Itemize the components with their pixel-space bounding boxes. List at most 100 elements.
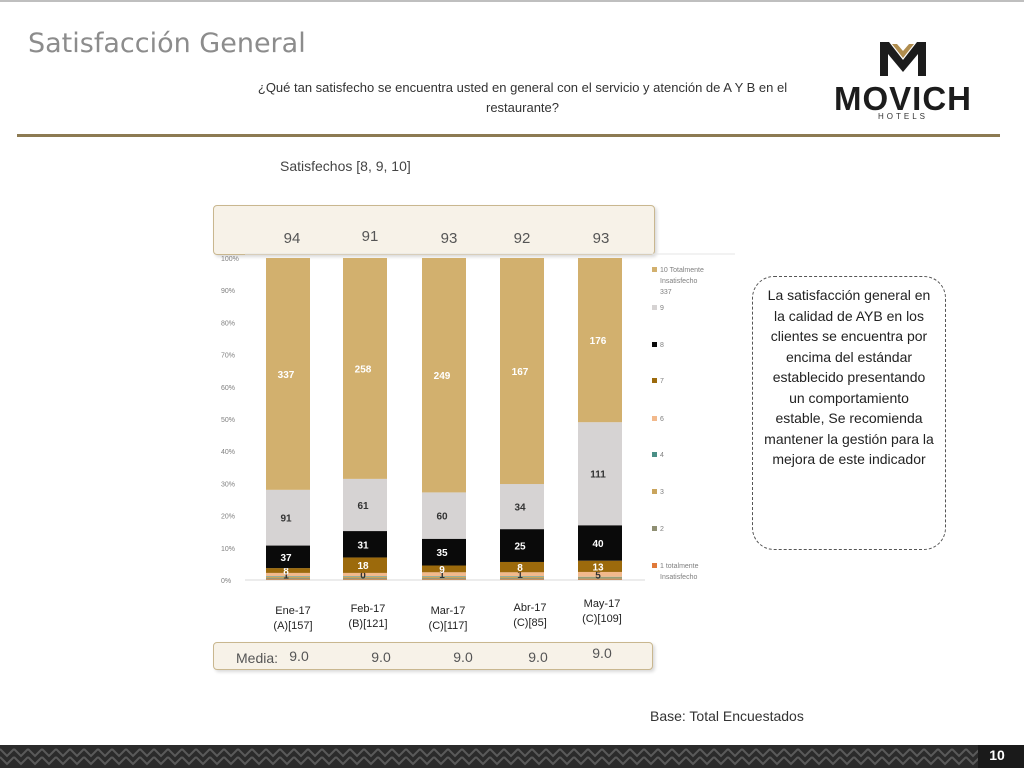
bar-segment bbox=[343, 557, 387, 573]
bar-data-label: 167 bbox=[512, 367, 529, 378]
bar-segment bbox=[500, 572, 544, 577]
bar-segment bbox=[500, 529, 544, 562]
y-tick-label: 100% bbox=[221, 256, 239, 263]
bar-segment bbox=[422, 538, 466, 566]
x-category-base: (C)[117] bbox=[429, 620, 468, 632]
bar-segment bbox=[500, 561, 544, 573]
bar-segment bbox=[343, 531, 387, 558]
bar-segment bbox=[343, 258, 387, 479]
y-tick-label: 80% bbox=[221, 320, 235, 327]
legend-label: Insatisfecho bbox=[660, 278, 697, 285]
media-value: 9.0 bbox=[592, 645, 612, 661]
legend-label: 4 bbox=[660, 452, 664, 459]
legend-swatch bbox=[652, 378, 657, 383]
insight-note: La satisfacción general en la calidad de… bbox=[752, 276, 946, 550]
page-number: 10 bbox=[989, 747, 1005, 763]
legend-label: 10 Totalmente bbox=[660, 267, 704, 274]
y-tick-label: 40% bbox=[221, 449, 235, 456]
logo-m-emblem bbox=[880, 42, 926, 76]
bar-segment bbox=[578, 525, 622, 561]
legend-swatch bbox=[652, 305, 657, 310]
bar-data-label: 1 bbox=[517, 570, 523, 581]
media-band bbox=[213, 642, 653, 670]
bar-segment bbox=[422, 565, 466, 573]
x-category-base: (C)[85] bbox=[513, 617, 547, 629]
bar-data-label: 37 bbox=[280, 553, 292, 564]
bar-segment bbox=[266, 576, 310, 579]
bar-data-label: 13 bbox=[592, 562, 604, 573]
x-category-label: May-17 bbox=[584, 598, 621, 610]
logo-word: MOVICH bbox=[834, 80, 972, 117]
y-tick-label: 0% bbox=[221, 578, 231, 585]
bar-segment bbox=[343, 572, 387, 577]
bar-segment bbox=[500, 579, 544, 580]
legend-label: Insatisfecho bbox=[660, 574, 697, 581]
bar-segment bbox=[266, 576, 310, 577]
y-tick-label: 60% bbox=[221, 385, 235, 392]
y-tick-label: 70% bbox=[221, 353, 235, 360]
bar-data-label: 337 bbox=[278, 370, 295, 381]
legend-swatch bbox=[652, 563, 657, 568]
satisfechos-value: 94 bbox=[283, 230, 301, 247]
x-category-base: (A)[157] bbox=[273, 620, 312, 632]
bar-data-label: 0 bbox=[360, 571, 366, 582]
bar-segment bbox=[266, 579, 310, 580]
survey-question: ¿Qué tan satisfecho se encuentra usted e… bbox=[257, 80, 788, 115]
bar-data-label: 8 bbox=[517, 563, 523, 574]
bar-data-label: 31 bbox=[357, 540, 369, 551]
bar-data-label: 91 bbox=[280, 514, 292, 525]
satisfechos-value: 91 bbox=[361, 228, 379, 245]
bar-segment bbox=[343, 576, 387, 579]
bar-segment bbox=[266, 578, 310, 580]
bar-data-label: 9 bbox=[439, 565, 445, 576]
bar-segment bbox=[500, 484, 544, 530]
media-value: 9.0 bbox=[371, 649, 391, 665]
x-category-base: (C)[109] bbox=[582, 613, 622, 625]
bar-segment bbox=[578, 422, 622, 526]
bar-segment bbox=[578, 579, 622, 580]
bar-segment bbox=[266, 489, 310, 546]
bar-segment bbox=[422, 576, 466, 579]
bar-data-label: 34 bbox=[514, 503, 526, 514]
bar-data-label: 40 bbox=[592, 539, 604, 550]
bar-segment bbox=[578, 571, 622, 577]
x-category-label: Abr-17 bbox=[513, 602, 546, 614]
bar-segment bbox=[500, 576, 544, 577]
x-category-label: Mar-17 bbox=[431, 605, 466, 617]
bar-data-label: 258 bbox=[355, 364, 372, 375]
top-border bbox=[0, 0, 1024, 2]
legend-label: 3 bbox=[660, 489, 664, 496]
stacked-bar-chart: 0%10%20%30%40%50%60%70%80%90%100%1837913… bbox=[221, 253, 735, 632]
media-value: 9.0 bbox=[289, 648, 309, 664]
bar-segment bbox=[343, 478, 387, 532]
bar-segment bbox=[422, 576, 466, 577]
legend-swatch bbox=[652, 489, 657, 494]
footer-pattern bbox=[0, 745, 1024, 768]
bar-segment bbox=[500, 258, 544, 485]
bar-segment bbox=[578, 560, 622, 572]
bar-segment bbox=[266, 568, 310, 573]
bar-segment bbox=[578, 258, 622, 423]
legend-label: 2 bbox=[660, 526, 664, 533]
bar-segment bbox=[266, 545, 310, 569]
legend-swatch bbox=[652, 526, 657, 531]
y-tick-label: 50% bbox=[221, 417, 235, 424]
media-label: Media: bbox=[236, 650, 279, 666]
bar-data-label: 5 bbox=[595, 570, 601, 581]
x-category-label: Feb-17 bbox=[351, 603, 386, 615]
y-tick-label: 30% bbox=[221, 481, 235, 488]
bar-segment bbox=[578, 577, 622, 579]
legend-swatch bbox=[652, 267, 657, 272]
bar-segment bbox=[343, 576, 387, 577]
bar-data-label: 61 bbox=[357, 501, 369, 512]
bar-segment bbox=[500, 578, 544, 580]
logo-subword: HOTELS bbox=[877, 112, 928, 121]
media-value: 9.0 bbox=[453, 649, 473, 665]
legend-swatch bbox=[652, 452, 657, 457]
page-title: Satisfacción General bbox=[28, 28, 306, 59]
bar-data-label: 1 bbox=[439, 570, 445, 581]
bar-segment bbox=[578, 578, 622, 580]
bar-segment bbox=[343, 579, 387, 580]
header-divider bbox=[17, 134, 1000, 137]
y-tick-label: 10% bbox=[221, 546, 235, 553]
